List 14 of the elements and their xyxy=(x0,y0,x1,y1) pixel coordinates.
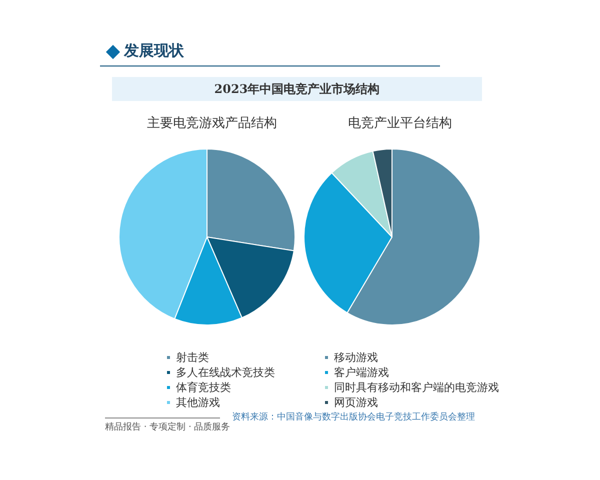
legend-label: 其他游戏 xyxy=(176,396,220,409)
chart-title: 主要电竞游戏产品结构 xyxy=(147,115,277,131)
chart-title: 电竞产业平台结构 xyxy=(348,116,452,131)
text: 2023年中国电竞产业市场结构 xyxy=(214,82,380,96)
text: 精品报告 · 专项定制 · 品质服务 xyxy=(105,422,230,432)
legend-label: 体育竞技类 xyxy=(176,381,231,394)
text: 发展现状 xyxy=(123,42,185,60)
legend-label: 多人在线战术竞技类 xyxy=(176,366,275,379)
legend-label: 客户端游戏 xyxy=(334,366,389,379)
legend-label: 同时具有移动和客户端的电竞游戏 xyxy=(334,381,499,394)
legend-label: 移动游戏 xyxy=(334,351,378,364)
legend-label: 射击类 xyxy=(176,351,209,364)
legend-label: 网页游戏 xyxy=(334,396,378,409)
text: 资料来源：中国音像与数字出版协会电子竞技工作委员会整理 xyxy=(232,412,475,422)
